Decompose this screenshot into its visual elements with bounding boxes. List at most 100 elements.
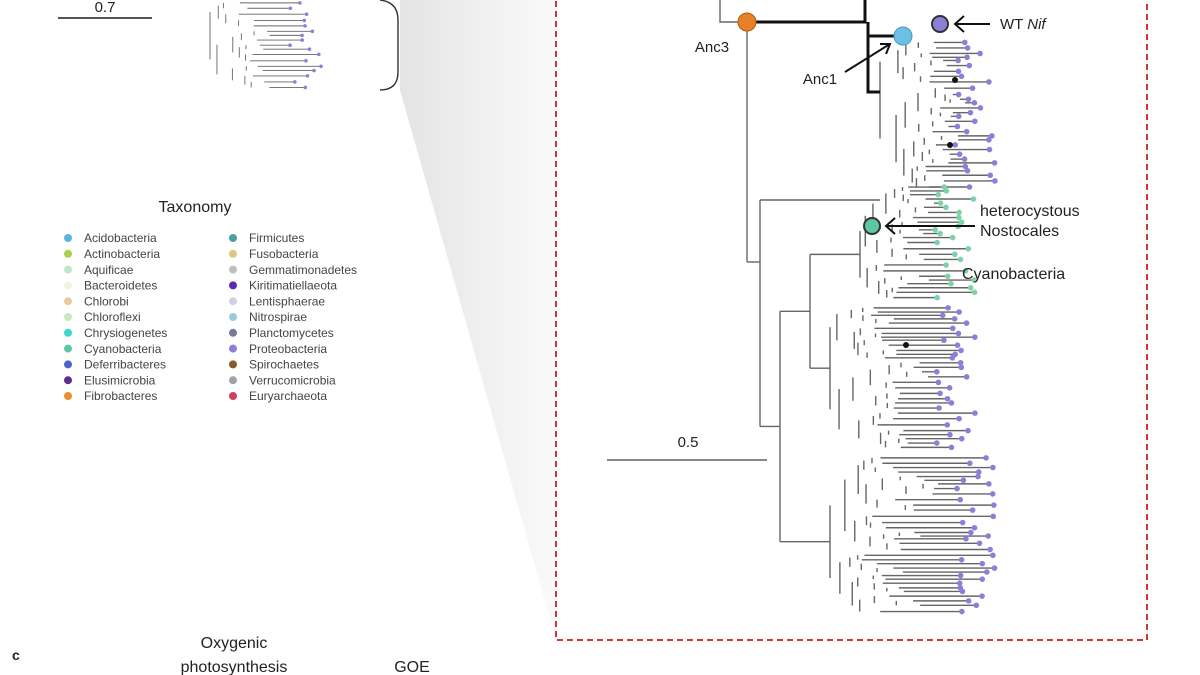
label-wt: WT Nif (1000, 16, 1047, 33)
leaf (951, 316, 958, 322)
leaf (956, 214, 962, 221)
leaf (964, 167, 971, 174)
leaf (991, 502, 997, 508)
leaf (955, 330, 962, 337)
leaf (964, 45, 971, 51)
leaf (977, 105, 984, 111)
leaf (952, 77, 958, 83)
leaf (963, 320, 970, 326)
leaf (967, 109, 974, 116)
legend-swatch (229, 328, 237, 337)
leaf (972, 118, 978, 125)
label-anc1: Anc1 (803, 71, 837, 88)
arrow (953, 15, 990, 33)
leaf (307, 47, 312, 52)
legend-swatch (64, 281, 72, 290)
leaf (987, 546, 993, 553)
leaf (933, 440, 940, 446)
leaf (934, 294, 940, 301)
legend-swatch (229, 297, 237, 306)
legend-swatch (229, 376, 237, 385)
leaf (903, 342, 909, 348)
leaf (300, 33, 304, 38)
leaf (288, 6, 293, 11)
leaf (956, 580, 963, 587)
leaf (304, 59, 308, 63)
leaf (955, 91, 962, 98)
leaf (932, 227, 939, 233)
leaf (944, 422, 951, 428)
label-oxygenic: Oxygenic (201, 635, 268, 652)
legend-swatch (229, 265, 237, 274)
legend-label: Verrucomicrobia (249, 373, 336, 387)
legend-swatch (64, 360, 72, 369)
leaf (961, 156, 968, 162)
legend-label: Aquificae (84, 263, 134, 277)
leaf (972, 410, 978, 416)
label-heterocystous: heterocystous (980, 203, 1080, 220)
zoom-box (555, 0, 1148, 641)
leaf (975, 473, 981, 480)
label-goe: GOE (394, 659, 430, 675)
leaf (957, 572, 964, 579)
leaf (962, 163, 969, 170)
leaf (946, 385, 953, 391)
leaf (991, 160, 998, 166)
leaf (934, 239, 940, 246)
legend-swatch (64, 265, 72, 274)
leaf (951, 251, 958, 258)
leaf (979, 560, 986, 567)
leaf (969, 507, 976, 513)
leaf (943, 204, 949, 211)
leaf (949, 325, 956, 332)
leaf (964, 54, 970, 61)
legend: Acidobacteria Actinobacteria Aquificae Bact… (64, 231, 357, 403)
leaf (317, 52, 321, 57)
legend-label: Firmicutes (249, 231, 304, 245)
leaf (967, 284, 974, 291)
leaf (312, 68, 316, 73)
leaf (963, 535, 969, 542)
panel-label: c (12, 647, 20, 663)
leaf (958, 347, 964, 354)
leaf (963, 374, 970, 380)
leaf (949, 234, 956, 241)
leaf (965, 96, 972, 103)
leaf (991, 565, 998, 571)
leaf (990, 513, 997, 520)
leaf (963, 128, 970, 135)
legend-label: Nitrospirae (249, 310, 307, 324)
leaf (952, 142, 958, 148)
legend-label: Planctomycetes (249, 326, 334, 340)
leaf (293, 80, 297, 84)
leaf (935, 191, 942, 198)
legend-swatch (229, 360, 237, 369)
legend-label: Chloroflexi (84, 310, 141, 324)
leaf (305, 74, 310, 78)
leaf (947, 431, 953, 438)
leaf (976, 540, 983, 547)
leaf (944, 395, 951, 402)
leaf (961, 39, 968, 46)
label-photosynthesis: photosynthesis (181, 659, 288, 675)
leaf (955, 68, 962, 75)
leaf (954, 123, 961, 130)
legend-swatch (229, 392, 237, 400)
legend-label: Deferribacteres (84, 358, 166, 372)
label-anc3: Anc3 (695, 39, 729, 56)
label-wt-italic: Nif (1027, 16, 1047, 33)
leaf (977, 50, 983, 57)
arrow (884, 217, 975, 235)
legend-label: Fusobacteria (249, 247, 319, 261)
legend-label: Fibrobacteres (84, 389, 157, 403)
legend-swatch (229, 249, 237, 258)
leaf (967, 460, 973, 467)
legend-swatch (64, 392, 72, 400)
legend-swatch (64, 328, 72, 337)
legend-label: Euryarchaeota (249, 389, 327, 403)
annotations: Anc3 Anc1 WT Nif heterocystous Nostocale… (607, 0, 1080, 461)
leaf (966, 184, 973, 190)
leaf (989, 133, 995, 139)
leaf (936, 405, 942, 411)
leaf (954, 342, 961, 348)
